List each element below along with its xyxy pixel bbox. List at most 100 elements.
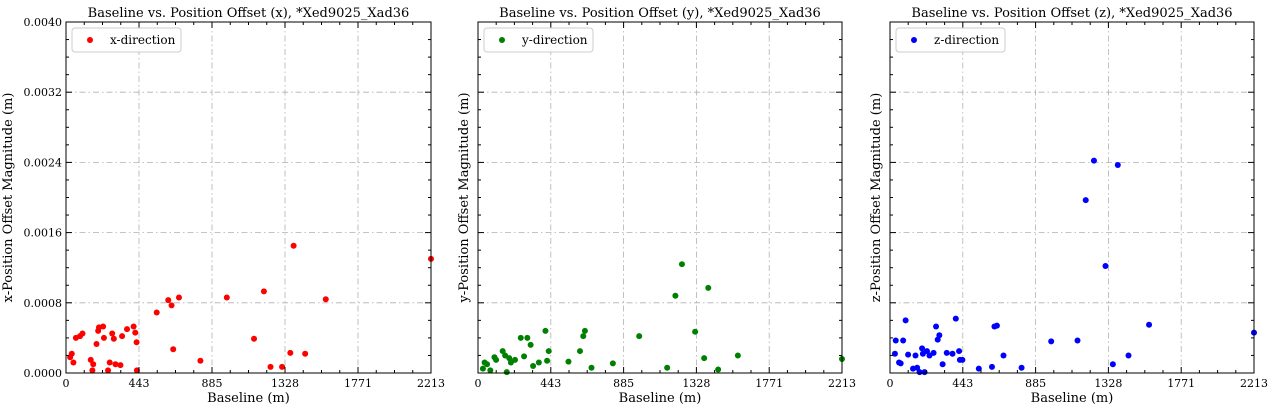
chart-title: Baseline vs. Position Offset (z), *Xed90… [911,6,1232,21]
data-point [535,359,542,366]
data-point [545,348,552,355]
plot-frame [65,21,432,374]
data-point [672,292,679,299]
chart-panel-3: 0 443 885 1328 1771 2213 Baseline vs. Position… [869,6,1268,406]
data-point [636,333,643,340]
data-point [1000,352,1007,359]
legend-marker [499,37,505,43]
data-point [493,356,500,363]
data-point [919,345,926,352]
y-tick-label: 0.0032 [24,86,63,99]
legend-marker [911,37,917,43]
data-point [302,350,309,357]
data-point [124,326,131,333]
data-point [290,242,297,249]
data-point [503,369,510,376]
y-axis-label: z-Position Offset Magnitude (m) [869,93,884,303]
y-tick-label: 0.0000 [24,367,63,380]
data-point [678,261,685,268]
x-tick-label: 885 [1025,377,1046,390]
data-point [223,294,230,301]
y-tick-label: 0.0016 [24,227,63,240]
x-axis-label: Baseline (m) [207,391,290,406]
data-point [89,367,96,374]
data-point [1102,262,1109,269]
data-point [68,350,75,357]
data-point [1074,337,1081,344]
data-point [914,364,921,371]
data-point [580,333,587,340]
x-tick-label: 885 [613,377,634,390]
data-point [130,323,137,330]
x-tick-label: 1328 [271,377,299,390]
chart-title: Baseline vs. Position Offset (x), *Xed90… [88,6,410,21]
y-tick-label: 0.0008 [24,297,63,310]
data-point [916,369,923,376]
data-point [524,334,531,341]
data-point [487,367,494,374]
data-point [952,315,959,322]
legend: x-direction [71,27,182,53]
data-point [527,341,534,348]
data-point [715,366,722,373]
data-point [251,335,258,342]
data-point [170,346,177,353]
data-point [1090,157,1097,164]
data-point [734,352,741,359]
legend: z-direction [895,27,1006,53]
data-point [1146,321,1153,328]
data-point [90,361,97,368]
legend-label: z-direction [934,33,999,47]
data-point [905,351,912,358]
data-point [322,296,329,303]
data-point [165,297,172,304]
data-point [924,348,931,355]
data-point [512,356,519,363]
x-tick-label: 0 [475,377,482,390]
data-point [530,362,537,369]
legend-box [895,27,1006,53]
x-axis-label: Baseline (m) [619,391,702,406]
data-point [542,327,549,334]
x-tick-label: 2213 [828,377,856,390]
data-point [588,364,595,371]
chart-panel-2: 0 443 885 1328 1771 2213 Baseline vs. Position… [457,6,856,406]
x-tick-label: 0 [887,377,894,390]
data-point [521,353,528,360]
data-point [133,339,140,346]
data-point [891,350,898,357]
data-point [1082,197,1089,204]
data-point [565,358,572,365]
data-point [912,352,919,359]
data-point [260,288,267,295]
data-point [1109,361,1116,368]
data-point [959,356,966,363]
plot-frame [477,21,843,374]
y-tick-label: 0.0040 [24,16,63,29]
data-point [576,348,583,355]
data-point [93,341,100,348]
chart-panel-1: 0 443 885 1328 1771 2213 0.0000 0.0008 0.0016 0.0… [1,6,445,406]
data-point [279,363,286,370]
data-point [105,367,112,374]
legend-label: y-direction [521,33,588,47]
data-point [1018,364,1025,371]
x-tick-label: 1328 [1094,377,1122,390]
data-point [1114,162,1121,169]
data-point [949,350,956,357]
x-tick-label: 1771 [755,377,783,390]
legend-box [71,27,182,53]
data-point [897,360,904,367]
x-tick-label: 1328 [682,377,710,390]
x-tick-label: 443 [540,377,561,390]
data-point [701,355,708,362]
data-point [87,356,94,363]
data-point [499,348,506,355]
data-point [479,365,486,372]
data-point [956,348,963,355]
data-point [79,330,86,337]
x-tick-label: 1771 [344,377,372,390]
data-point [106,359,113,366]
x-tick-label: 0 [63,377,70,390]
